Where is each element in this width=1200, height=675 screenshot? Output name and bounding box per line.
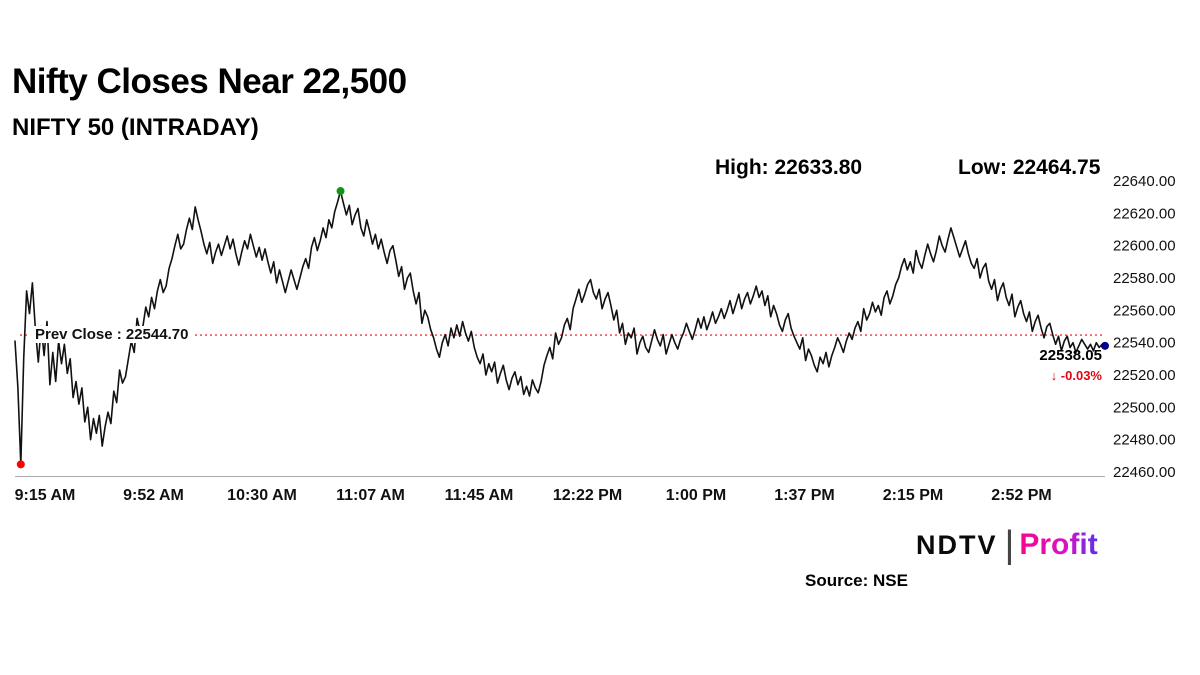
svg-text:1:00 PM: 1:00 PM	[666, 487, 726, 504]
brand-logo: NDTV | Profit	[916, 524, 1098, 566]
logo-divider: |	[1004, 524, 1015, 566]
svg-text:9:15 AM: 9:15 AM	[15, 487, 76, 504]
svg-text:9:52 AM: 9:52 AM	[123, 487, 184, 504]
svg-text:22560.00: 22560.00	[1113, 302, 1176, 319]
svg-text:22480.00: 22480.00	[1113, 432, 1176, 449]
svg-text:2:15 PM: 2:15 PM	[883, 487, 943, 504]
svg-text:11:45 AM: 11:45 AM	[445, 487, 514, 504]
low-value-label: Low: 22464.75	[958, 156, 1101, 179]
high-value-label: High: 22633.80	[715, 156, 863, 179]
svg-text:10:30 AM: 10:30 AM	[227, 487, 297, 504]
svg-text:1:37 PM: 1:37 PM	[774, 487, 834, 504]
svg-text:22620.00: 22620.00	[1113, 205, 1176, 222]
svg-text:22600.00: 22600.00	[1113, 238, 1176, 255]
svg-text:22500.00: 22500.00	[1113, 399, 1176, 416]
chart-subtitle: NIFTY 50 (INTRADAY)	[12, 114, 259, 141]
svg-text:22640.00: 22640.00	[1113, 173, 1176, 190]
page-title: Nifty Closes Near 22,500	[12, 62, 407, 101]
change-percent-label: ↓ -0.03%	[1050, 368, 1102, 383]
svg-text:22460.00: 22460.00	[1113, 464, 1176, 481]
svg-text:12:22 PM: 12:22 PM	[553, 487, 622, 504]
svg-text:22580.00: 22580.00	[1113, 270, 1176, 287]
svg-text:22520.00: 22520.00	[1113, 367, 1176, 384]
last-price-label: 22538.05	[1039, 347, 1102, 364]
ndtv-logo-text: NDTV	[916, 529, 998, 560]
profit-logo-text: Profit	[1019, 528, 1098, 562]
svg-text:22540.00: 22540.00	[1113, 335, 1176, 352]
svg-text:2:52 PM: 2:52 PM	[991, 487, 1051, 504]
source-label: Source: NSE	[805, 571, 908, 590]
svg-text:11:07 AM: 11:07 AM	[336, 487, 405, 504]
prev-close-label: Prev Close : 22544.70	[30, 326, 194, 343]
